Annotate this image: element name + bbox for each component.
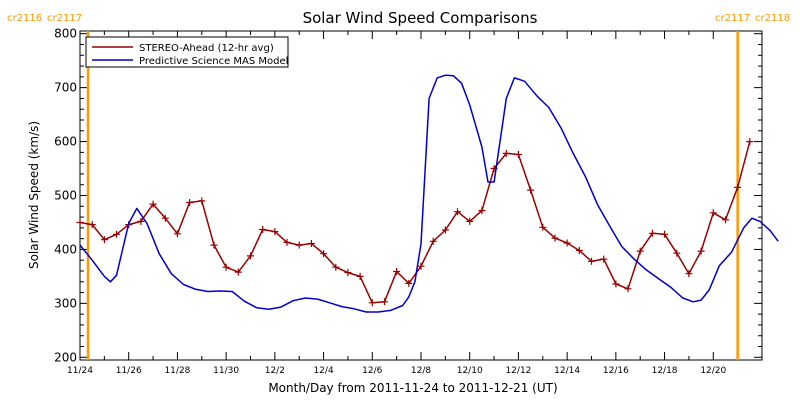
data-point-stereo-ahead <box>746 138 754 146</box>
data-point-stereo-ahead <box>161 214 169 222</box>
data-point-stereo-ahead <box>563 239 571 247</box>
plot-area: 200 300 400 500 600 700 800 11/24 11/26 11/28 11/3… <box>54 27 779 376</box>
data-point-stereo-ahead <box>502 149 510 157</box>
legend-label-stereo: STEREO-Ahead (12-hr avg) <box>139 43 274 54</box>
data-point-stereo-ahead <box>600 255 608 263</box>
x-tick-label: 11/28 <box>164 366 190 376</box>
y-tick-label: 600 <box>54 135 77 149</box>
y-tick-label: 500 <box>54 189 77 203</box>
data-point-stereo-ahead <box>405 279 413 287</box>
x-tick-label: 12/4 <box>313 366 333 376</box>
x-tick-label: 12/6 <box>362 366 382 376</box>
data-point-stereo-ahead <box>173 230 181 238</box>
data-point-stereo-ahead <box>222 263 230 271</box>
x-tick-label: 12/2 <box>265 366 285 376</box>
x-axis-label: Month/Day from 2011-11-24 to 2011-12-21 … <box>268 381 557 395</box>
data-point-stereo-ahead <box>393 268 401 275</box>
data-point-stereo-ahead <box>673 249 681 257</box>
legend: STEREO-Ahead (12-hr avg) Predictive Scie… <box>85 36 289 68</box>
data-point-stereo-ahead <box>137 217 145 225</box>
x-tick-label: 12/8 <box>411 366 431 376</box>
data-point-stereo-ahead <box>198 197 206 205</box>
data-point-stereo-ahead <box>466 217 474 225</box>
data-point-stereo-ahead <box>648 229 656 237</box>
x-tick-label: 12/12 <box>505 366 531 376</box>
x-tick-label: 11/30 <box>213 366 239 376</box>
data-point-stereo-ahead <box>697 247 705 255</box>
data-point-stereo-ahead <box>588 257 595 265</box>
data-point-stereo-ahead <box>210 241 218 249</box>
data-point-stereo-ahead <box>612 280 620 288</box>
data-point-stereo-ahead <box>514 151 522 158</box>
chart-title: Solar Wind Speed Comparisons <box>303 9 538 27</box>
data-point-stereo-ahead <box>307 240 315 247</box>
data-point-stereo-ahead <box>332 263 340 271</box>
data-point-stereo-ahead <box>575 247 583 254</box>
data-point-stereo-ahead <box>551 234 559 242</box>
carrington-label-right-start: cr2117 <box>715 13 750 24</box>
carrington-label-left-end: cr2117 <box>47 13 82 24</box>
y-tick-label: 400 <box>54 242 77 256</box>
y-axis-label: Solar Wind Speed (km/s) <box>27 121 41 269</box>
data-point-stereo-ahead <box>417 262 425 270</box>
data-point-stereo-ahead <box>271 228 279 236</box>
series-line-mas-model <box>79 74 779 313</box>
data-point-stereo-ahead <box>234 268 242 276</box>
data-point-stereo-ahead <box>478 207 486 215</box>
x-tick-label: 12/16 <box>603 366 629 376</box>
data-point-stereo-ahead <box>247 252 254 260</box>
data-point-stereo-ahead <box>624 285 632 293</box>
x-tick-label: 12/18 <box>652 366 678 376</box>
data-point-stereo-ahead <box>734 183 742 191</box>
data-point-stereo-ahead <box>441 226 449 234</box>
data-point-stereo-ahead <box>283 238 291 246</box>
data-point-stereo-ahead <box>636 247 644 255</box>
data-point-stereo-ahead <box>113 230 120 238</box>
data-point-stereo-ahead <box>344 269 352 277</box>
carrington-label-right-end: cr2118 <box>755 13 790 24</box>
legend-box <box>85 36 289 68</box>
data-point-stereo-ahead <box>539 223 547 231</box>
data-point-stereo-ahead <box>454 208 461 216</box>
y-tick-label: 200 <box>54 350 77 364</box>
x-tick-label: 11/24 <box>67 366 93 376</box>
data-point-stereo-ahead <box>661 230 669 238</box>
data-point-stereo-ahead <box>186 199 194 206</box>
data-point-stereo-ahead <box>709 209 717 217</box>
data-point-stereo-ahead <box>368 299 376 307</box>
data-point-stereo-ahead <box>149 200 157 208</box>
x-tick-label: 12/20 <box>700 366 726 376</box>
data-point-stereo-ahead <box>429 237 437 245</box>
y-tick-label: 300 <box>54 296 77 310</box>
data-point-stereo-ahead <box>722 216 729 224</box>
data-point-stereo-ahead <box>320 250 328 258</box>
data-point-stereo-ahead <box>88 221 96 229</box>
x-tick-label: 11/26 <box>116 366 142 376</box>
legend-label-mas: Predictive Science MAS Model <box>139 56 288 67</box>
data-point-stereo-ahead <box>295 241 303 249</box>
y-tick-label: 800 <box>54 27 77 41</box>
y-tick-label: 700 <box>54 81 77 95</box>
data-point-stereo-ahead <box>381 298 388 306</box>
data-point-stereo-ahead <box>527 186 535 194</box>
data-point-stereo-ahead <box>100 236 108 244</box>
data-point-stereo-ahead <box>685 270 693 278</box>
x-tick-label: 12/14 <box>554 366 580 376</box>
data-point-stereo-ahead <box>259 226 267 233</box>
x-tick-label: 12/10 <box>457 366 483 376</box>
data-point-stereo-ahead <box>356 272 364 280</box>
carrington-label-left-start: cr2116 <box>7 13 42 24</box>
data-point-stereo-ahead <box>76 219 84 226</box>
